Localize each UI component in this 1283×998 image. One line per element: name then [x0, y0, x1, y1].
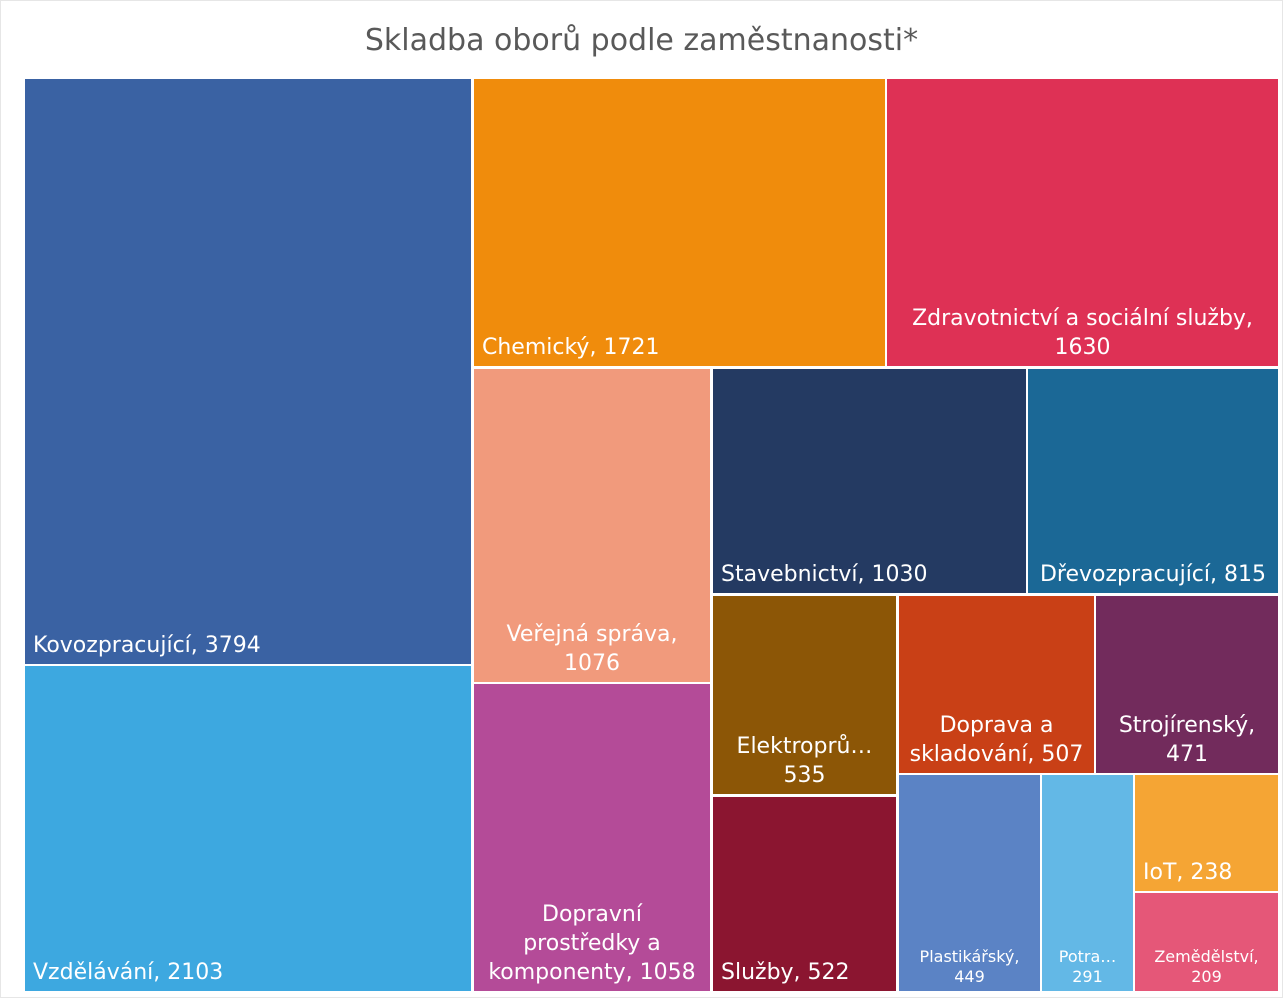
treemap-cell: Plastikářský, 449: [899, 775, 1040, 991]
treemap-cell: Chemický, 1721: [474, 79, 885, 366]
value-label: 471: [1166, 742, 1208, 767]
value-label: 449: [954, 967, 985, 986]
value-label: 238: [1190, 860, 1233, 885]
value-label: 815: [1224, 562, 1267, 587]
value-label: 507: [1041, 742, 1084, 767]
cell-label: IoT, 238: [1143, 858, 1270, 887]
treemap-cell: Strojírenský, 471: [1096, 596, 1278, 773]
category-label: Vzdělávání,: [33, 960, 161, 985]
category-label: Strojírenský,: [1118, 713, 1256, 738]
value-label: 209: [1191, 967, 1222, 986]
cell-label: Veřejná správa, 1076: [482, 620, 702, 678]
treemap-cell: Kovozpracující, 3794: [25, 79, 471, 664]
category-label: Stavebnictví,: [721, 562, 865, 587]
cell-label: Kovozpracující, 3794: [33, 631, 463, 660]
treemap-cell: Dopravní prostředky a komponenty, 1058: [474, 684, 710, 991]
category-label: Dopravní prostředky a komponenty,: [488, 902, 661, 985]
treemap-cell: Stavebnictví, 1030: [713, 369, 1026, 593]
treemap-cell: Potra… 291: [1042, 775, 1133, 991]
cell-label: Strojírenský, 471: [1104, 711, 1270, 769]
value-label: 1721: [603, 335, 660, 360]
chart-title: Skladba oborů podle zaměstnanosti*: [364, 23, 919, 58]
category-label: Chemický,: [482, 335, 597, 360]
category-label: Zemědělství,: [1154, 947, 1259, 966]
category-label: IoT,: [1143, 860, 1184, 885]
value-label: 2103: [167, 960, 224, 985]
cell-label: Chemický, 1721: [482, 333, 877, 362]
cell-label: Stavebnictví, 1030: [721, 560, 1018, 589]
cell-label: Zemědělství, 209: [1138, 947, 1275, 987]
cell-label: Dřevozpracující, 815: [1036, 560, 1270, 589]
value-label: 535: [783, 763, 826, 788]
value-label: 1058: [639, 960, 696, 985]
treemap-cell: Elektroprů… 535: [713, 596, 896, 794]
value-label: 291: [1072, 967, 1103, 986]
category-label: Kovozpracující,: [33, 633, 198, 658]
cell-label: Potra… 291: [1045, 947, 1130, 987]
value-label: 3794: [204, 633, 261, 658]
cell-label: Vzdělávání, 2103: [33, 958, 463, 987]
cell-label: Plastikářský, 449: [902, 947, 1037, 987]
cell-label: Doprava a skladování, 507: [907, 711, 1086, 769]
category-label: Potra…: [1058, 947, 1117, 966]
treemap-cell: Veřejná správa, 1076: [474, 369, 710, 682]
value-label: 1030: [871, 562, 928, 587]
treemap-cell: Dřevozpracující, 815: [1028, 369, 1278, 593]
treemap-cell: IoT, 238: [1135, 775, 1278, 891]
value-label: 1076: [564, 651, 620, 676]
cell-label: Zdravotnictví a sociální služby, 1630: [895, 304, 1270, 362]
treemap-cell: Doprava a skladování, 507: [899, 596, 1094, 773]
cell-label: Dopravní prostředky a komponenty, 1058: [482, 900, 702, 987]
value-label: 522: [807, 960, 850, 985]
category-label: Plastikářský,: [919, 947, 1020, 966]
category-label: Zdravotnictví a sociální služby,: [912, 306, 1253, 331]
treemap-cell: Zdravotnictví a sociální služby, 1630: [887, 79, 1278, 366]
treemap-cell: Služby, 522: [713, 797, 896, 991]
cell-label: Elektroprů… 535: [721, 732, 888, 790]
category-label: Elektroprů…: [736, 734, 873, 759]
value-label: 1630: [1054, 335, 1111, 360]
cell-label: Služby, 522: [721, 958, 888, 987]
category-label: Dřevozpracující,: [1039, 562, 1218, 587]
treemap-cell: Vzdělávání, 2103: [25, 666, 471, 991]
category-label: Služby,: [721, 960, 801, 985]
category-label: Doprava a skladování,: [909, 713, 1054, 767]
treemap-cell: Zemědělství, 209: [1135, 893, 1278, 991]
category-label: Veřejná správa,: [506, 622, 678, 647]
